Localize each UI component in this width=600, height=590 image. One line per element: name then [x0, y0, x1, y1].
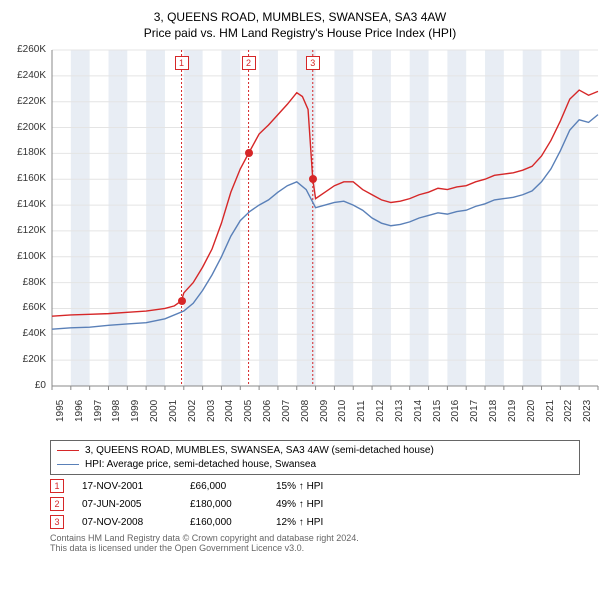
- y-axis-label: £180K: [8, 147, 46, 158]
- x-axis-label: 2010: [337, 400, 348, 422]
- legend: 3, QUEENS ROAD, MUMBLES, SWANSEA, SA3 4A…: [50, 440, 580, 475]
- x-axis-label: 2012: [375, 400, 386, 422]
- sale-marker-dot: [178, 297, 186, 305]
- x-axis-label: 2004: [224, 400, 235, 422]
- x-axis-label: 2006: [262, 400, 273, 422]
- x-axis-label: 2016: [450, 400, 461, 422]
- x-axis-label: 2007: [281, 400, 292, 422]
- x-axis-label: 2005: [243, 400, 254, 422]
- x-axis-label: 2001: [168, 400, 179, 422]
- event-price: £160,000: [190, 517, 258, 528]
- event-date: 07-JUN-2005: [82, 499, 172, 510]
- event-delta: 12% ↑ HPI: [276, 517, 356, 528]
- event-delta: 15% ↑ HPI: [276, 481, 356, 492]
- x-axis-label: 2020: [526, 400, 537, 422]
- chart-svg: [8, 46, 600, 436]
- x-axis-label: 2015: [432, 400, 443, 422]
- x-axis-label: 1996: [74, 400, 85, 422]
- chart-title-sub: Price paid vs. HM Land Registry's House …: [8, 26, 592, 40]
- x-axis-label: 2019: [507, 400, 518, 422]
- sale-marker-box: 3: [306, 56, 320, 70]
- event-delta: 49% ↑ HPI: [276, 499, 356, 510]
- x-axis-label: 2013: [394, 400, 405, 422]
- legend-label-property: 3, QUEENS ROAD, MUMBLES, SWANSEA, SA3 4A…: [85, 444, 434, 458]
- legend-swatch-hpi: [57, 464, 79, 465]
- x-axis-label: 1995: [55, 400, 66, 422]
- y-axis-label: £160K: [8, 173, 46, 184]
- y-axis-label: £240K: [8, 70, 46, 81]
- x-axis-label: 2002: [187, 400, 198, 422]
- x-axis-label: 2011: [356, 400, 367, 422]
- events-list: 1 17-NOV-2001 £66,000 15% ↑ HPI 2 07-JUN…: [50, 479, 580, 529]
- y-axis-label: £100K: [8, 251, 46, 262]
- x-axis-label: 2021: [545, 400, 556, 422]
- x-axis-label: 2000: [149, 400, 160, 422]
- y-axis-label: £40K: [8, 328, 46, 339]
- footer-line-2: This data is licensed under the Open Gov…: [50, 543, 580, 553]
- x-axis-label: 2009: [319, 400, 330, 422]
- y-axis-label: £0: [8, 380, 46, 391]
- y-axis-label: £200K: [8, 122, 46, 133]
- x-axis-label: 2003: [206, 400, 217, 422]
- footer-line-1: Contains HM Land Registry data © Crown c…: [50, 533, 580, 543]
- sale-marker-dot: [309, 175, 317, 183]
- y-axis-label: £220K: [8, 96, 46, 107]
- y-axis-label: £60K: [8, 302, 46, 313]
- event-price: £180,000: [190, 499, 258, 510]
- y-axis-label: £20K: [8, 354, 46, 365]
- event-marker-3: 3: [50, 515, 64, 529]
- event-date: 17-NOV-2001: [82, 481, 172, 492]
- sale-marker-box: 2: [242, 56, 256, 70]
- y-axis-label: £260K: [8, 44, 46, 55]
- x-axis-label: 2017: [469, 400, 480, 422]
- x-axis-label: 1997: [93, 400, 104, 422]
- x-axis-label: 2022: [563, 400, 574, 422]
- y-axis-label: £80K: [8, 277, 46, 288]
- x-axis-label: 2014: [413, 400, 424, 422]
- y-axis-label: £120K: [8, 225, 46, 236]
- legend-item-property: 3, QUEENS ROAD, MUMBLES, SWANSEA, SA3 4A…: [57, 444, 573, 458]
- legend-swatch-property: [57, 450, 79, 451]
- event-price: £66,000: [190, 481, 258, 492]
- event-row: 1 17-NOV-2001 £66,000 15% ↑ HPI: [50, 479, 580, 493]
- sale-marker-dot: [245, 149, 253, 157]
- chart-area: £0 £20K £40K £60K £80K £100K £120K £140K £160K £1…: [8, 46, 592, 436]
- footer: Contains HM Land Registry data © Crown c…: [50, 533, 580, 553]
- x-axis-label: 2008: [300, 400, 311, 422]
- event-marker-2: 2: [50, 497, 64, 511]
- event-row: 3 07-NOV-2008 £160,000 12% ↑ HPI: [50, 515, 580, 529]
- x-axis-label: 2023: [582, 400, 593, 422]
- chart-title-address: 3, QUEENS ROAD, MUMBLES, SWANSEA, SA3 4A…: [8, 10, 592, 24]
- x-axis-label: 2018: [488, 400, 499, 422]
- x-axis-label: 1999: [130, 400, 141, 422]
- legend-label-hpi: HPI: Average price, semi-detached house,…: [85, 458, 316, 472]
- x-axis-label: 1998: [111, 400, 122, 422]
- event-marker-1: 1: [50, 479, 64, 493]
- legend-item-hpi: HPI: Average price, semi-detached house,…: [57, 458, 573, 472]
- y-axis-label: £140K: [8, 199, 46, 210]
- event-date: 07-NOV-2008: [82, 517, 172, 528]
- event-row: 2 07-JUN-2005 £180,000 49% ↑ HPI: [50, 497, 580, 511]
- sale-marker-box: 1: [175, 56, 189, 70]
